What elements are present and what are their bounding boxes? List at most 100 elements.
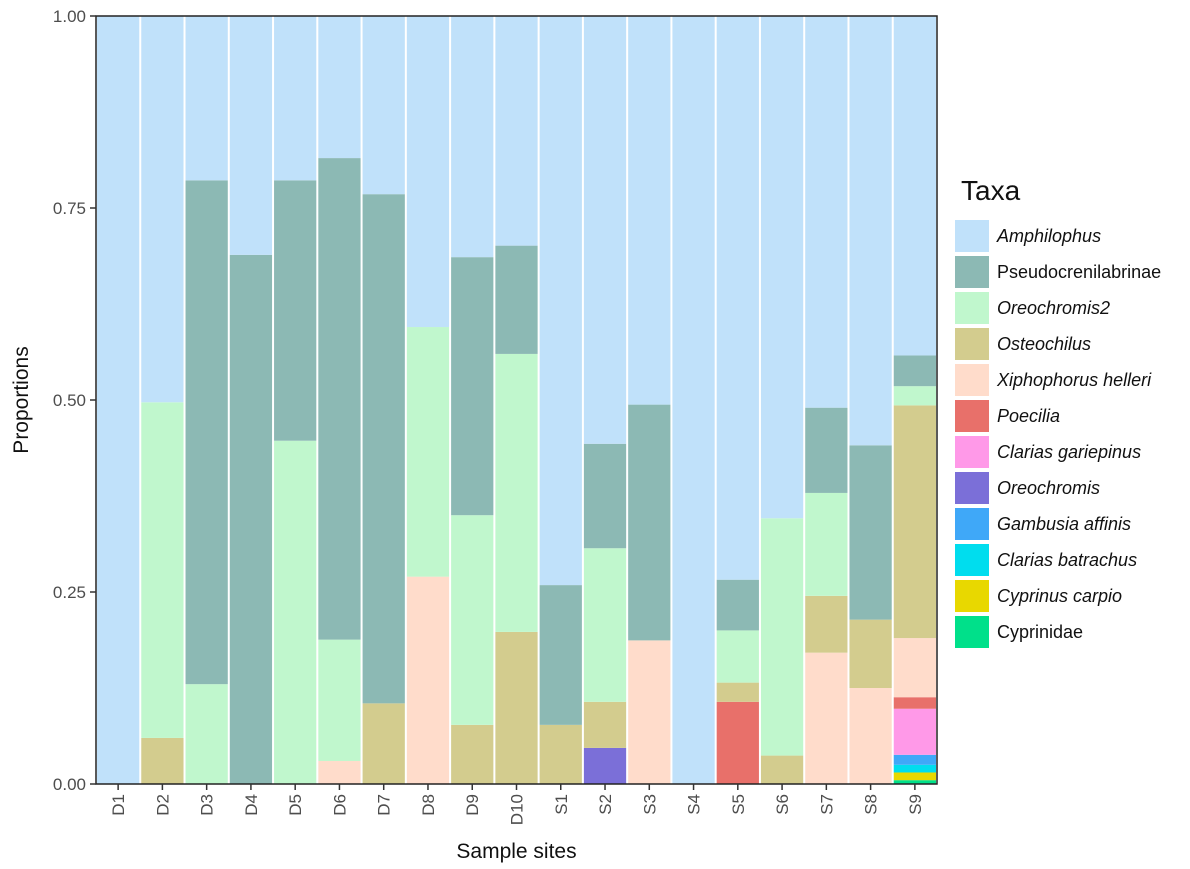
bar-segment [805,595,848,653]
bar-segment [141,737,184,784]
legend-item: Clarias gariepinus [955,436,1185,468]
legend-label: Cyprinidae [997,621,1084,642]
bar-segment [893,708,936,755]
bar-segment [760,518,804,756]
x-tick-label: S3 [640,794,659,815]
bar-segment [583,548,627,702]
bar-segment [539,724,582,784]
bar-segment [229,16,273,255]
y-tick-label: 0.25 [53,583,86,602]
bar-segment [141,16,184,403]
x-tick-label: S5 [729,794,748,815]
x-tick-label: S2 [596,794,615,815]
legend-label: Clarias batrachus [997,549,1138,570]
x-tick-label: D1 [109,794,128,816]
legend-title: Taxa [961,175,1021,206]
bar-segment [893,16,936,356]
bar-segment [805,652,848,784]
bar-segment [97,16,140,784]
legend-label: Cyprinus carpio [997,585,1123,606]
legend-item: Osteochilus [955,328,1185,360]
legend-swatch [955,364,989,396]
bar-segment [362,194,405,704]
bar-segment [760,16,804,519]
legend-swatch [955,616,989,648]
legend-item: Clarias batrachus [955,544,1185,576]
legend-label: Oreochromis2 [997,297,1111,318]
bar-segment [495,353,538,632]
legend: Taxa Amphilophus Pseudocrenilabrinae Oreoc… [955,174,1185,652]
x-tick-label: D5 [286,794,305,816]
legend-label: Pseudocrenilabrinae [997,261,1162,282]
legend-item: Amphilophus [955,220,1185,252]
bar-segment [716,579,759,631]
legend-label: Amphilophus [997,225,1102,246]
bar-segment [451,16,494,258]
bar-segment [893,386,936,406]
bar-segment [539,585,582,725]
bar-segment [274,180,317,441]
x-tick-label: D8 [419,794,438,816]
x-tick-label: D3 [198,794,217,816]
x-tick-label: S8 [862,794,881,815]
x-tick-label: S7 [817,794,836,815]
legend-item: Oreochromis [955,472,1185,504]
bar-segment [628,404,671,641]
bar-segment [451,724,494,784]
x-tick-label: S1 [552,794,571,815]
bar-segment [716,630,759,683]
legend-swatch [955,508,989,540]
x-tick-label: D7 [375,794,394,816]
y-axis-title: Proportions [10,346,33,453]
bar-segment [185,684,228,784]
bar-segment [805,407,848,493]
x-tick-label: D10 [508,794,527,825]
bar-segment [451,515,494,725]
bar-segment [362,703,405,784]
legend-swatch [955,436,989,468]
legend-item: Pseudocrenilabrinae [955,256,1185,288]
bar-segment [495,245,538,354]
bar-segment [274,16,317,181]
x-tick-label: D6 [330,794,349,816]
bar-segment [849,688,892,784]
x-tick-label: S9 [906,794,925,815]
legend-item: Cyprinidae [955,616,1185,648]
bar-segment [583,747,627,784]
bar-segment [318,639,361,761]
legend-swatch [955,220,989,252]
bar-segment [893,754,936,765]
legend-swatch [955,400,989,432]
bar-segment [849,16,892,446]
x-tick-label: S6 [773,794,792,815]
bar-segment [672,16,715,784]
bar-segment [318,158,361,640]
legend-label: Gambusia affinis [997,513,1132,534]
x-tick-label: S4 [685,794,704,815]
bar-segment [141,402,184,738]
bar-segment [893,405,936,639]
y-tick-label: 0.75 [53,199,86,218]
y-tick-label: 1.00 [53,7,86,26]
x-tick-label: D9 [463,794,482,816]
legend-item: Poecilia [955,400,1185,432]
bar-segment [583,443,627,549]
y-tick-label: 0.00 [53,775,86,794]
legend-label: Xiphophorus helleri [997,369,1152,390]
bar-segment [406,16,450,328]
bar-segment [716,701,759,784]
bar-segment [893,772,936,781]
legend-swatch [955,544,989,576]
legend-item: Xiphophorus helleri [955,364,1185,396]
x-tick-label: D4 [242,794,261,816]
legend-items: Amphilophus Pseudocrenilabrinae Oreochromi… [955,220,1185,648]
bar-segment [406,576,450,784]
legend-item: Gambusia affinis [955,508,1185,540]
bar-segment [451,257,494,516]
x-axis-title: Sample sites [456,840,576,863]
bar-segment [495,16,538,246]
bar-segment [716,682,759,702]
x-tick-label: D2 [153,794,172,816]
stacked-bar-chart: 0.00 0.25 0.50 0.75 1.00 D1 D2 D3 D4 D5 D6 D7 D8 D9 D1… [10,7,938,863]
